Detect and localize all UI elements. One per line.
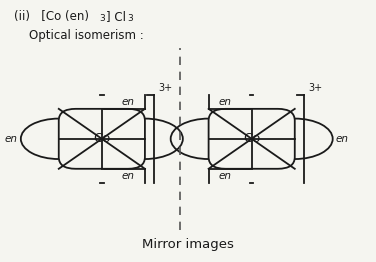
- Text: en: en: [122, 97, 135, 107]
- Text: ] Cl: ] Cl: [106, 10, 126, 23]
- Text: Co: Co: [93, 132, 111, 145]
- Text: en: en: [336, 134, 349, 144]
- Text: en: en: [219, 171, 232, 181]
- Text: Mirror images: Mirror images: [142, 238, 234, 251]
- Text: en: en: [5, 134, 18, 144]
- Text: en: en: [122, 171, 135, 181]
- Text: 3: 3: [99, 14, 105, 23]
- Text: 3+: 3+: [158, 83, 172, 93]
- Text: Co: Co: [243, 132, 260, 145]
- Text: 3+: 3+: [308, 83, 322, 93]
- Text: Optical isomerism :: Optical isomerism :: [29, 29, 144, 42]
- Text: en: en: [219, 97, 232, 107]
- Text: 3: 3: [127, 14, 133, 23]
- Text: (ii)   [Co (en): (ii) [Co (en): [14, 10, 89, 23]
